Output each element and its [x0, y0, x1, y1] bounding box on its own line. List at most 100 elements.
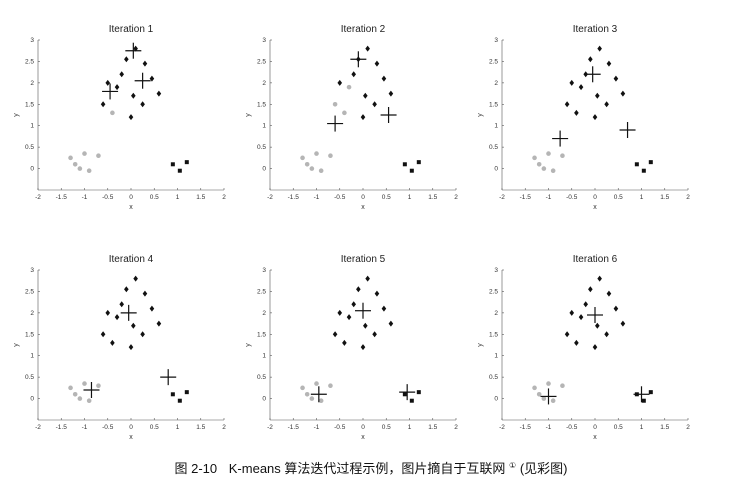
x-axis-label: x: [361, 434, 365, 441]
data-point-cluster-1: [77, 166, 83, 171]
centroid-marker: [102, 83, 119, 100]
data-point-cluster-2: [133, 45, 138, 52]
data-point-cluster-1: [536, 391, 542, 397]
data-point-cluster-3: [170, 162, 175, 167]
x-tick-label: 0.5: [150, 424, 159, 431]
data-point-cluster-3: [402, 392, 407, 397]
data-point-cluster-2: [574, 339, 579, 346]
x-tick-label: -2: [35, 194, 41, 201]
y-tick-label: 0.5: [257, 144, 266, 151]
centroid-marker: [160, 369, 177, 386]
data-point-cluster-1: [86, 398, 92, 404]
data-point-cluster-2: [588, 56, 593, 63]
y-tick-label: 2: [30, 80, 34, 87]
chart-panel-4: Iteration 4 -2 -1.5 -1 -0.5 0 0.5 1 1.5 2 0 0.5 1 1.5…: [13, 254, 226, 441]
data-point-cluster-2: [583, 301, 588, 308]
data-point-cluster-1: [82, 151, 87, 156]
x-axis-label: x: [129, 204, 133, 211]
chart-panel-1: Iteration 1 -2 -1.5 -1 -0.5 0 0.5 1 1.5 2 0 0.5 1 1.5…: [13, 24, 226, 211]
y-tick-label: 1.5: [489, 331, 498, 338]
x-axis-label: x: [361, 204, 365, 211]
centroid-marker: [380, 107, 397, 123]
y-tick-label: 1.5: [257, 331, 266, 338]
data-point-cluster-3: [648, 160, 653, 165]
centroid-marker: [83, 382, 100, 398]
x-tick-label: -1.5: [288, 194, 300, 201]
data-point-cluster-2: [363, 92, 368, 99]
data-point-cluster-2: [124, 286, 129, 293]
x-axis-label: x: [593, 434, 597, 441]
x-tick-label: -1.5: [56, 424, 68, 431]
data-point-cluster-2: [569, 309, 575, 316]
data-point-cluster-2: [346, 314, 352, 321]
data-point-cluster-3: [184, 390, 189, 395]
caption-figure-number: 图 2-10: [175, 461, 218, 476]
data-point-cluster-3: [416, 390, 421, 395]
data-point-cluster-3: [648, 390, 653, 395]
x-axis-label: x: [593, 204, 597, 211]
centroid-marker: [552, 130, 569, 147]
data-point-cluster-2: [128, 114, 134, 121]
centroid-marker: [120, 304, 137, 321]
data-point-cluster-2: [604, 101, 609, 108]
data-point-cluster-2: [110, 339, 115, 346]
y-axis-label: y: [245, 113, 252, 117]
data-point-cluster-1: [96, 383, 101, 389]
data-point-cluster-1: [72, 161, 78, 167]
x-tick-label: 1.5: [428, 424, 437, 431]
x-tick-label: 0: [361, 424, 365, 431]
data-point-cluster-1: [342, 110, 347, 116]
data-point-cluster-2: [365, 45, 370, 52]
y-tick-label: 0: [30, 166, 34, 173]
data-point-cluster-2: [620, 90, 626, 97]
x-tick-label: 2: [222, 424, 226, 431]
x-tick-label: 1.5: [660, 424, 669, 431]
y-tick-label: 2.5: [257, 58, 266, 65]
y-tick-label: 2: [494, 80, 498, 87]
y-tick-label: 0.5: [489, 144, 498, 151]
y-axis-label: y: [13, 113, 20, 117]
data-point-cluster-2: [131, 92, 136, 99]
y-tick-label: 3: [30, 267, 34, 274]
data-point-cluster-2: [100, 101, 106, 108]
data-point-cluster-3: [170, 392, 175, 397]
data-point-cluster-1: [532, 385, 537, 391]
y-tick-label: 3: [262, 267, 266, 274]
data-point-cluster-2: [381, 75, 387, 82]
chart-panel-3: Iteration 3 -2 -1.5 -1 -0.5 0 0.5 1 1.5 2 0 0.5 1 1.5…: [477, 24, 690, 211]
data-point-cluster-3: [641, 398, 646, 403]
x-tick-label: -1.5: [288, 424, 300, 431]
centroid-marker: [134, 72, 151, 89]
data-point-cluster-2: [388, 320, 394, 327]
data-point-cluster-1: [309, 396, 315, 401]
x-tick-label: -1.5: [520, 194, 532, 201]
x-tick-label: 1.5: [196, 194, 205, 201]
data-point-cluster-2: [578, 84, 584, 91]
data-point-cluster-2: [140, 331, 145, 338]
x-tick-label: 1.5: [660, 194, 669, 201]
data-point-cluster-2: [360, 344, 366, 351]
caption-tail: (见彩图): [520, 461, 568, 476]
y-tick-label: 0.5: [489, 374, 498, 381]
y-tick-label: 1.5: [25, 101, 34, 108]
data-point-cluster-1: [86, 168, 92, 174]
y-tick-label: 3: [494, 37, 498, 44]
data-point-cluster-2: [105, 79, 111, 86]
x-tick-label: 1.5: [428, 194, 437, 201]
data-point-cluster-2: [124, 56, 129, 63]
x-axis-label: x: [129, 434, 133, 441]
x-tick-label: -2: [35, 424, 41, 431]
y-tick-label: 2.5: [25, 58, 34, 65]
centroid-marker: [633, 386, 650, 403]
x-tick-label: 0: [593, 424, 597, 431]
x-tick-label: -2: [267, 424, 273, 431]
y-tick-label: 2.5: [489, 58, 498, 65]
data-point-cluster-2: [606, 60, 612, 67]
data-point-cluster-2: [597, 275, 602, 282]
data-point-cluster-1: [309, 166, 315, 171]
data-point-cluster-1: [314, 151, 319, 156]
x-tick-label: -1: [314, 424, 320, 431]
y-tick-label: 1.5: [489, 101, 498, 108]
x-tick-label: 0.5: [614, 424, 623, 431]
